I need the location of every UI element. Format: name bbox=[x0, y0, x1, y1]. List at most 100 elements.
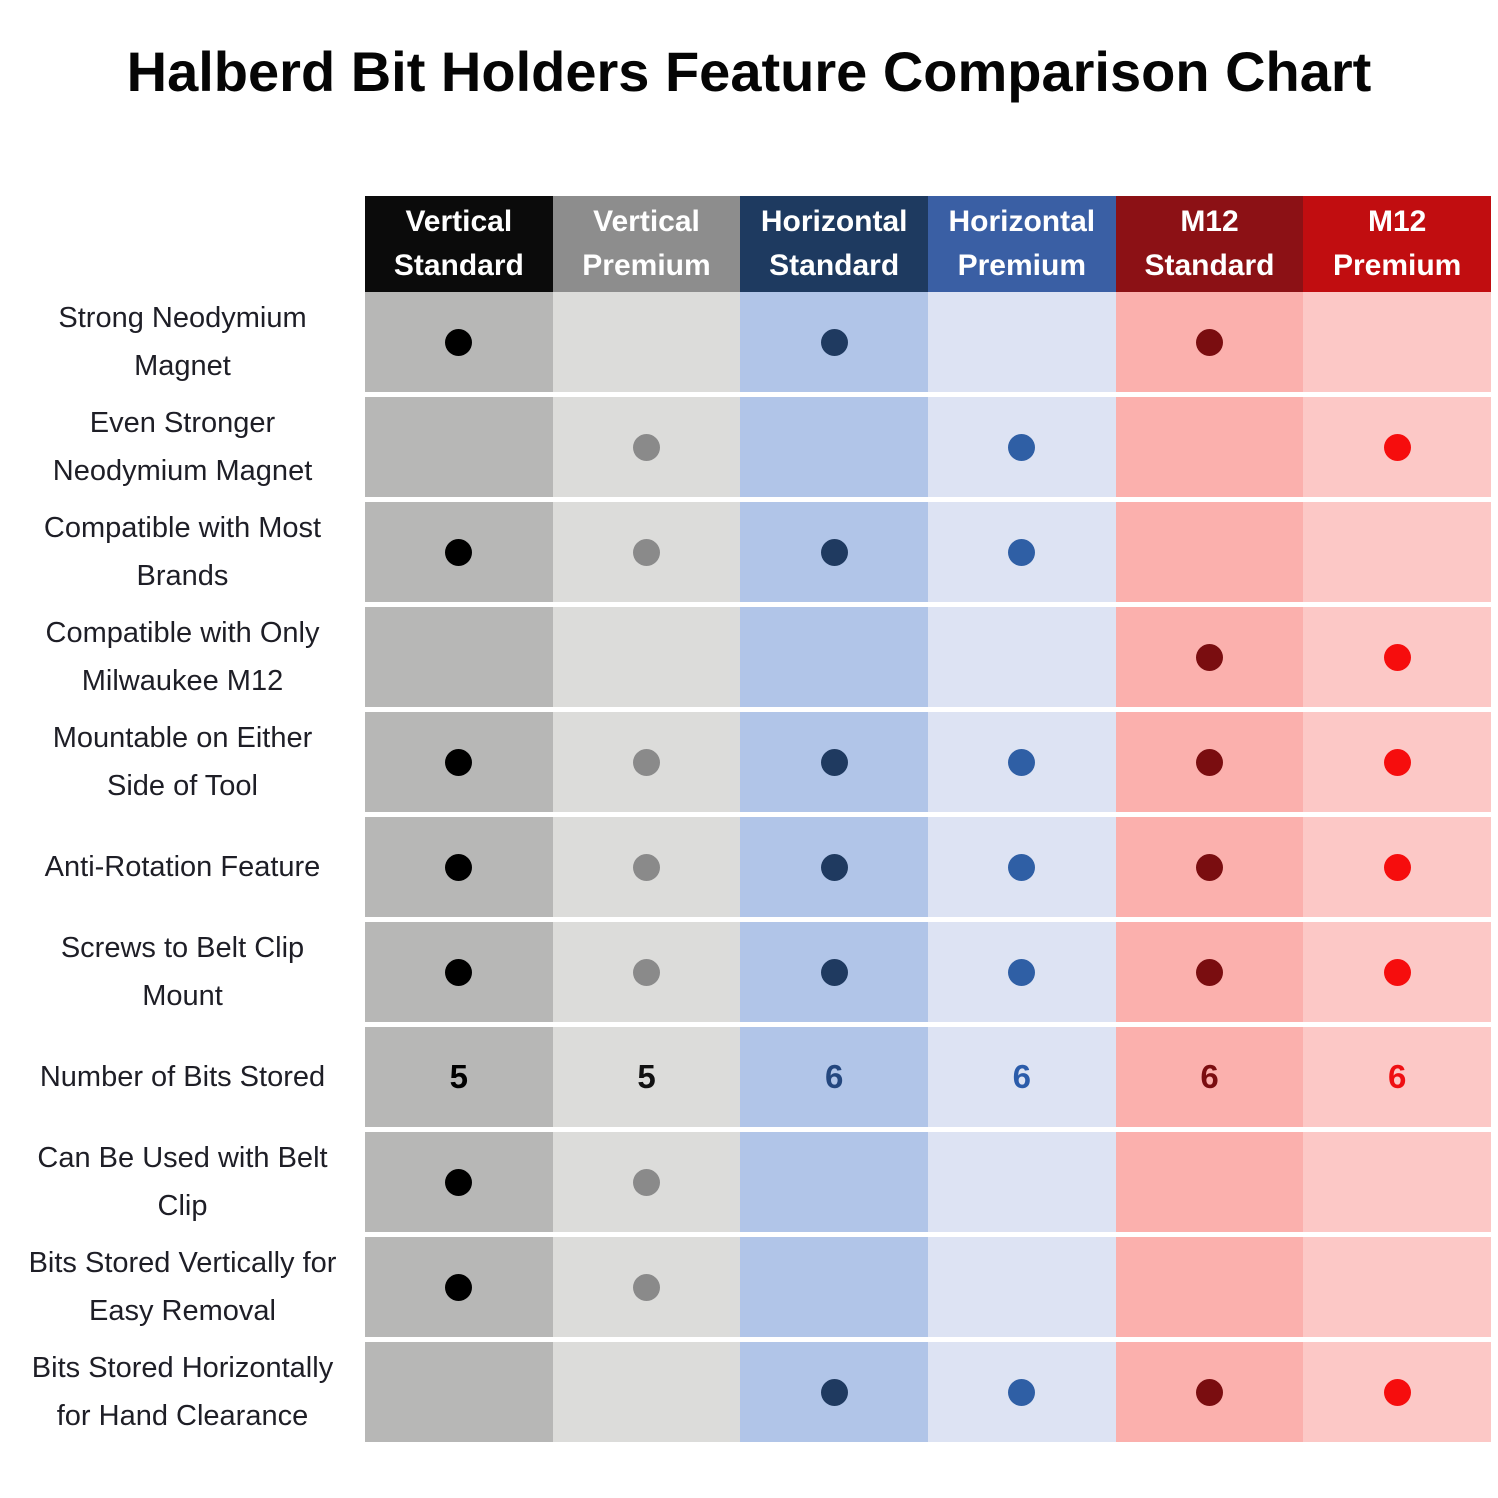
column-header-line2: Premium bbox=[957, 249, 1087, 282]
feature-cell bbox=[1115, 922, 1304, 1022]
feature-dot bbox=[1195, 643, 1223, 671]
column-header-vertical-standard: Vertical Standard bbox=[365, 196, 553, 292]
feature-dot bbox=[1383, 853, 1411, 881]
feature-cell bbox=[1115, 1132, 1304, 1232]
feature-cell bbox=[1303, 922, 1491, 1022]
feature-cell bbox=[1303, 1132, 1491, 1232]
feature-dot bbox=[820, 853, 848, 881]
comparison-table: Vertical Standard Vertical Premium Horizonta… bbox=[0, 196, 1491, 1442]
page: Halberd Bit Holders Feature Comparison C… bbox=[0, 40, 1491, 1442]
feature-cell bbox=[1303, 397, 1491, 497]
feature-cell: 6 bbox=[1303, 1027, 1491, 1127]
feature-dot bbox=[445, 328, 473, 356]
feature-cell bbox=[552, 607, 741, 707]
feature-cell bbox=[552, 292, 741, 392]
feature-cell bbox=[1303, 712, 1491, 812]
feature-cell: 5 bbox=[365, 1027, 553, 1127]
feature-cell bbox=[552, 397, 741, 497]
feature-dot bbox=[445, 748, 473, 776]
feature-cell bbox=[928, 817, 1116, 917]
table-header-row: Vertical Standard Vertical Premium Horizonta… bbox=[0, 196, 1491, 292]
feature-dot bbox=[445, 853, 473, 881]
column-header-m12-standard: M12 Standard bbox=[1115, 196, 1304, 292]
column-header-line1: Horizontal bbox=[760, 205, 908, 238]
feature-dot bbox=[1383, 958, 1411, 986]
feature-cell bbox=[1115, 1342, 1304, 1442]
feature-dot bbox=[820, 538, 848, 566]
feature-cell bbox=[365, 292, 553, 392]
feature-dot bbox=[632, 748, 660, 776]
feature-dot bbox=[820, 328, 848, 356]
feature-dot bbox=[1195, 958, 1223, 986]
feature-value: 6 bbox=[1012, 1058, 1031, 1095]
column-header-line2: Standard bbox=[1144, 249, 1275, 282]
feature-label: Number of Bits Stored bbox=[0, 1027, 365, 1127]
feature-label: Even Stronger Neodymium Magnet bbox=[0, 397, 365, 497]
feature-cell bbox=[1303, 607, 1491, 707]
feature-value: 6 bbox=[1200, 1058, 1219, 1095]
feature-cell bbox=[1303, 1237, 1491, 1337]
feature-label: Strong Neodymium Magnet bbox=[0, 292, 365, 392]
feature-dot bbox=[1195, 748, 1223, 776]
column-header-line1: Vertical bbox=[405, 205, 513, 238]
feature-dot bbox=[632, 853, 660, 881]
feature-dot bbox=[632, 958, 660, 986]
feature-label: Screws to Belt Clip Mount bbox=[0, 922, 365, 1022]
column-header-vertical-premium: Vertical Premium bbox=[552, 196, 741, 292]
feature-value: 5 bbox=[637, 1058, 656, 1095]
feature-cell bbox=[740, 712, 928, 812]
feature-cell bbox=[365, 922, 553, 1022]
feature-label: Bits Stored Vertically for Easy Removal bbox=[0, 1237, 365, 1337]
feature-cell bbox=[740, 922, 928, 1022]
feature-cell bbox=[740, 397, 928, 497]
feature-cell bbox=[740, 292, 928, 392]
feature-value: 6 bbox=[1387, 1058, 1407, 1095]
feature-label: Anti-Rotation Feature bbox=[0, 817, 365, 917]
feature-cell bbox=[740, 1132, 928, 1232]
feature-cell bbox=[1115, 397, 1304, 497]
feature-cell bbox=[928, 607, 1116, 707]
feature-cell bbox=[365, 502, 553, 602]
column-header-line2: Standard bbox=[393, 249, 524, 282]
feature-cell bbox=[365, 817, 553, 917]
feature-cell bbox=[552, 712, 741, 812]
feature-cell bbox=[740, 1237, 928, 1337]
feature-cell bbox=[1303, 292, 1491, 392]
feature-cell bbox=[1115, 1237, 1304, 1337]
feature-cell bbox=[928, 292, 1116, 392]
feature-cell bbox=[928, 1132, 1116, 1232]
feature-cell bbox=[365, 1237, 553, 1337]
feature-cell bbox=[1115, 292, 1304, 392]
column-header-line2: Premium bbox=[1332, 249, 1462, 282]
feature-dot bbox=[632, 1273, 660, 1301]
feature-cell: 6 bbox=[740, 1027, 928, 1127]
feature-dot bbox=[1008, 1378, 1036, 1406]
feature-cell bbox=[1115, 817, 1304, 917]
feature-cell bbox=[365, 1342, 553, 1442]
feature-cell bbox=[1303, 817, 1491, 917]
feature-dot bbox=[820, 1378, 848, 1406]
feature-dot bbox=[1195, 328, 1223, 356]
feature-cell bbox=[365, 397, 553, 497]
column-header-line1: M12 bbox=[1180, 205, 1239, 238]
feature-dot bbox=[1195, 853, 1223, 881]
feature-dot bbox=[632, 1168, 660, 1196]
feature-cell bbox=[928, 1342, 1116, 1442]
column-header-line1: M12 bbox=[1367, 205, 1427, 238]
feature-label: Compatible with Only Milwaukee M12 bbox=[0, 607, 365, 707]
feature-cell bbox=[365, 607, 553, 707]
feature-cell bbox=[552, 502, 741, 602]
feature-cell bbox=[740, 502, 928, 602]
feature-label: Compatible with Most Brands bbox=[0, 502, 365, 602]
feature-cell bbox=[928, 502, 1116, 602]
feature-cell: 6 bbox=[1115, 1027, 1304, 1127]
feature-cell bbox=[552, 817, 741, 917]
feature-cell bbox=[928, 922, 1116, 1022]
feature-cell bbox=[552, 922, 741, 1022]
feature-cell bbox=[365, 1132, 553, 1232]
feature-dot bbox=[445, 1273, 473, 1301]
feature-value: 5 bbox=[449, 1058, 468, 1095]
feature-label: Bits Stored Horizontally for Hand Cleara… bbox=[0, 1342, 365, 1442]
column-header-horizontal-premium: Horizontal Premium bbox=[928, 196, 1116, 292]
feature-label: Mountable on Either Side of Tool bbox=[0, 712, 365, 812]
